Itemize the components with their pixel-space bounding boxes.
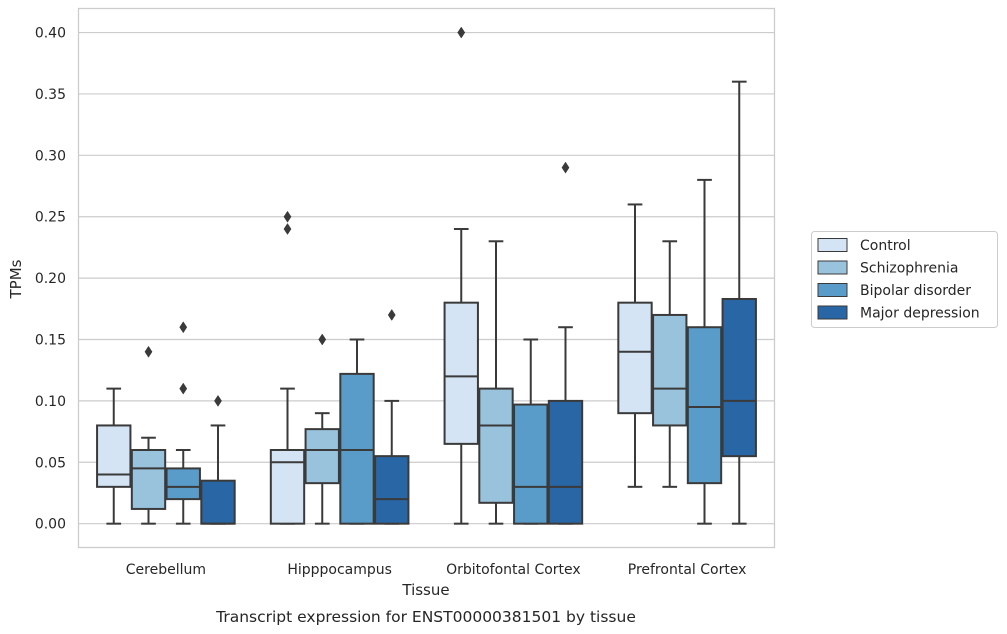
chart-caption: Transcript expression for ENST0000038150… xyxy=(215,608,636,626)
legend-frame xyxy=(811,231,998,328)
box-iqr xyxy=(200,479,236,525)
box-iqr xyxy=(339,372,375,525)
box-control xyxy=(96,387,132,525)
x-tick-label: Prefrontal Cortex xyxy=(628,562,747,578)
legend-label: Bipolar disorder xyxy=(860,283,971,299)
outlier-point xyxy=(387,308,396,321)
box-control xyxy=(443,26,479,525)
box-control xyxy=(617,203,653,488)
box-iqr xyxy=(96,424,132,488)
box-iqr xyxy=(478,387,514,504)
outlier-point xyxy=(283,210,292,223)
plot-area-frame xyxy=(77,7,776,549)
box-plot-marks xyxy=(96,26,757,525)
legend-label: Schizophrenia xyxy=(860,261,958,277)
y-axis-label: TPMs xyxy=(7,259,25,299)
box-major-depression xyxy=(547,161,584,525)
box-bipolar-disorder xyxy=(513,338,549,525)
legend-swatch xyxy=(817,260,848,275)
gridlines xyxy=(79,31,774,525)
x-axis-label: Tissue xyxy=(401,581,449,599)
box-schizophrenia xyxy=(652,240,688,488)
outlier-point xyxy=(179,382,188,395)
outlier-point xyxy=(561,161,570,174)
legend-swatch xyxy=(817,238,848,252)
y-tick-label: 0.30 xyxy=(35,148,66,164)
box-iqr xyxy=(652,313,688,427)
box-schizophrenia xyxy=(478,240,514,525)
y-tick-label: 0.15 xyxy=(35,333,66,349)
box-iqr xyxy=(513,403,549,525)
x-tick-label: Orbitofontal Cortex xyxy=(446,562,581,578)
box-bipolar-disorder xyxy=(686,178,723,525)
x-tick-label: Hipppocampus xyxy=(287,562,392,578)
y-tick-label: 0.25 xyxy=(35,210,66,226)
box-iqr xyxy=(130,449,167,510)
legend-label: Major depression xyxy=(860,306,980,322)
y-axis-ticks: 0.00 0.05 0.10 0.15 0.20 0.25 0.30 0.35 0.40 xyxy=(35,26,66,533)
box-iqr xyxy=(686,326,723,485)
box-iqr xyxy=(617,301,653,415)
box-iqr xyxy=(269,449,306,525)
outlier-point xyxy=(283,223,292,235)
box-major-depression xyxy=(200,394,236,525)
box-bipolar-disorder xyxy=(165,321,201,525)
box-major-depression xyxy=(374,308,410,525)
box-schizophrenia xyxy=(130,345,167,525)
x-tick-label: Cerebellum xyxy=(126,562,206,578)
box-schizophrenia xyxy=(304,333,340,525)
outlier-point xyxy=(144,345,153,358)
box-iqr xyxy=(547,399,584,525)
box-iqr xyxy=(721,297,757,458)
box-iqr xyxy=(374,455,410,525)
y-tick-label: 0.00 xyxy=(35,517,66,533)
legend-swatch xyxy=(817,305,848,320)
y-tick-label: 0.05 xyxy=(35,455,66,471)
box-bipolar-disorder xyxy=(339,338,375,525)
box-iqr xyxy=(165,467,201,501)
legend-swatch xyxy=(817,283,848,297)
box-iqr xyxy=(443,301,479,445)
x-axis-ticks: Cerebellum Hipppocampus Orbitofontal Corte… xyxy=(126,562,747,578)
legend-label: Control xyxy=(860,238,911,254)
box-iqr xyxy=(304,428,340,485)
y-tick-label: 0.40 xyxy=(35,26,66,42)
y-tick-label: 0.20 xyxy=(35,271,66,287)
y-tick-label: 0.35 xyxy=(35,87,66,103)
outlier-point xyxy=(318,333,327,346)
box-major-depression xyxy=(721,80,757,525)
y-tick-label: 0.10 xyxy=(35,394,66,410)
outlier-point xyxy=(457,26,466,39)
legend: Control Schizophrenia Bipolar disorder Majo… xyxy=(811,231,998,328)
outlier-point xyxy=(214,394,222,407)
box-control xyxy=(269,210,306,525)
outlier-point xyxy=(179,321,188,334)
